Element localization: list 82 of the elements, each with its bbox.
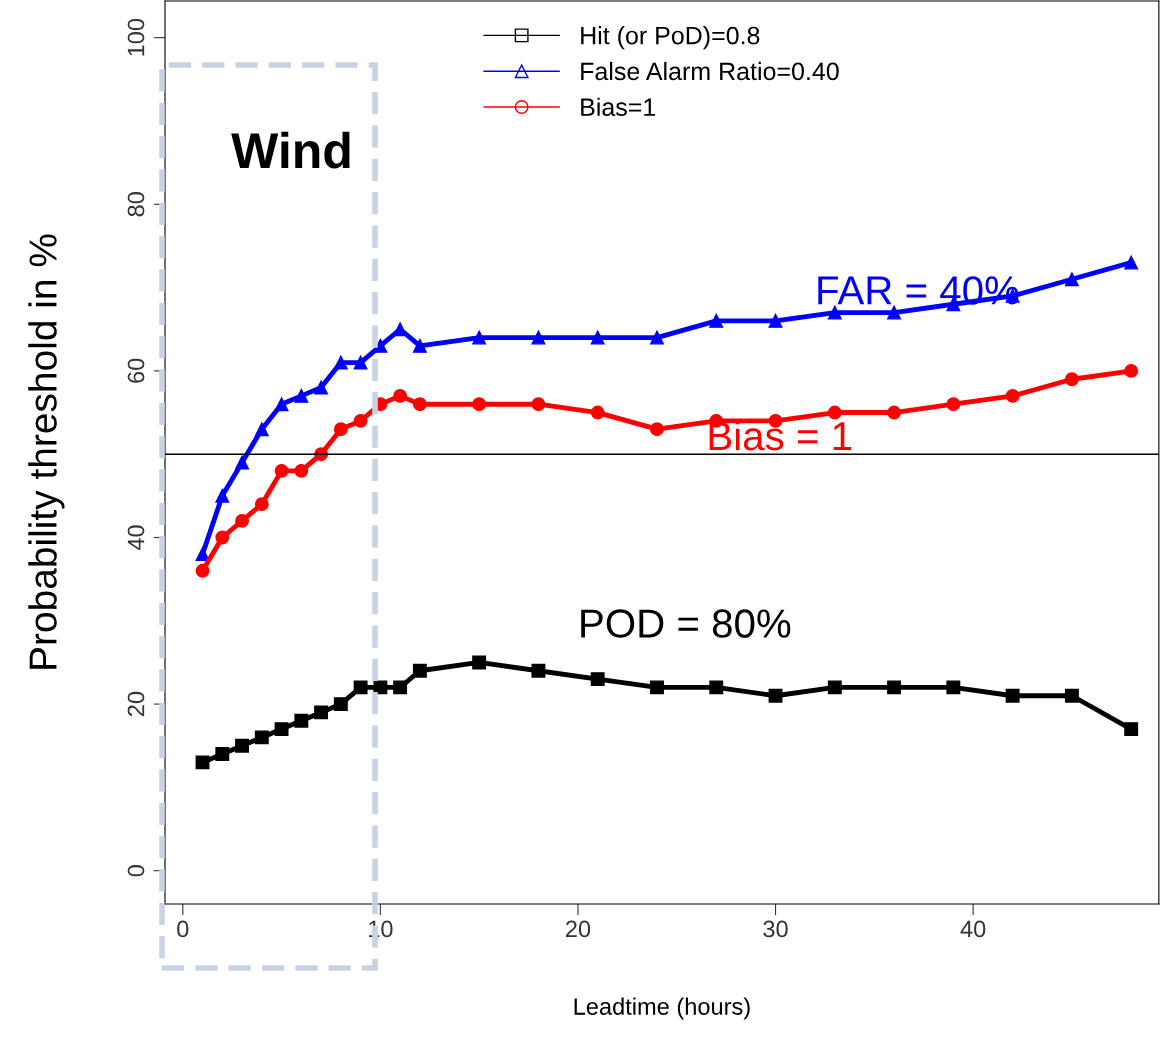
point [333,697,348,712]
point [274,463,289,478]
legend-label: Hit (or PoD)=0.8 [581,26,760,50]
point [946,680,961,695]
point [650,680,664,695]
point [254,730,269,745]
point [1124,722,1139,737]
point [254,422,269,437]
point [768,688,783,703]
annotation: Wind [231,131,350,169]
point [531,663,546,678]
point [235,738,250,753]
point [1064,372,1079,387]
point [353,355,368,370]
point [333,355,348,370]
point [472,330,487,345]
point [412,338,427,353]
point [590,330,605,345]
point [650,330,664,345]
x-tick-label: 20 [566,920,591,938]
point [887,680,902,695]
point [314,705,329,720]
point [1124,255,1139,270]
point [215,488,230,503]
point [412,663,427,678]
point [274,722,289,737]
point [274,397,289,412]
point [294,463,309,478]
point [373,680,388,695]
point [887,305,902,320]
point [531,397,546,412]
point [195,563,210,578]
point [412,397,427,412]
point [294,388,309,403]
x-tick-label: 40 [960,920,986,938]
x-tick-label: 0 [177,920,189,938]
point [393,680,408,695]
point [1005,688,1020,703]
point [590,672,605,687]
point [235,513,250,528]
point [1124,363,1139,378]
point [827,680,842,695]
y-tick-label: 80 [127,192,145,217]
point [215,530,230,545]
point [353,413,368,428]
point [1005,388,1020,403]
point [314,380,329,395]
point [590,405,605,420]
x-axis-title: Leadtime (hours) [574,997,750,1020]
point [195,755,210,770]
point [195,547,210,562]
point [946,397,961,412]
point [215,747,230,762]
point [887,405,902,420]
point [294,713,309,728]
y-tick-label: 0 [127,865,145,877]
point [531,330,546,345]
point [393,322,408,337]
annotation: POD = 80% [581,609,791,638]
point [650,422,664,437]
y-tick-label: 40 [127,525,145,551]
legend-label: False Alarm Ratio=0.40 [581,61,839,81]
point [353,680,368,695]
point [254,497,269,512]
point [1064,272,1079,287]
y-axis-title: Probability threshold in % [28,234,65,669]
point [1064,688,1079,703]
x-tick-label: 30 [763,920,788,938]
point [235,455,250,470]
y-tick-label: 20 [127,691,145,717]
legend-label: Bias=1 [581,97,656,117]
point [472,397,487,412]
point [709,313,724,328]
point [393,388,408,403]
point [709,680,724,695]
point [827,305,842,320]
y-tick-label: 60 [127,358,145,383]
point [768,313,783,328]
point [472,655,487,670]
point [333,422,348,437]
y-tick-label: 100 [127,18,145,56]
point [827,405,842,420]
